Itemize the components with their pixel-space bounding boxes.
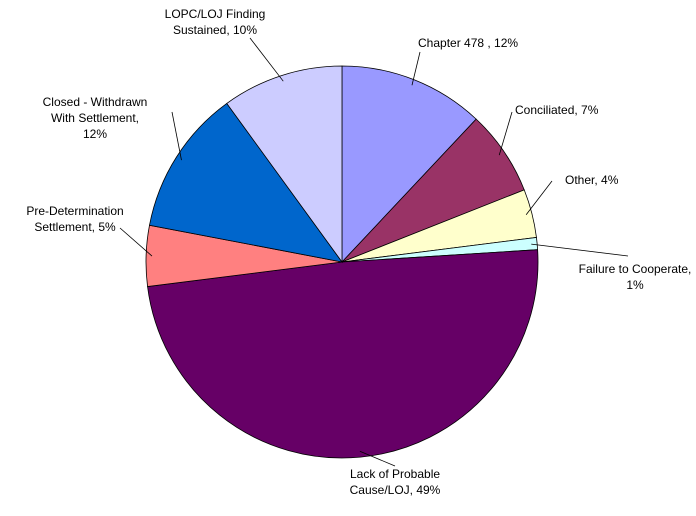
leader-line [119, 227, 153, 257]
data-label: 12% [83, 127, 107, 141]
data-label: Chapter 478 , 12% [418, 36, 518, 50]
pie-slice [341, 65, 477, 264]
pie-slice [149, 102, 343, 263]
pie-slice [226, 65, 343, 264]
leader-line [359, 450, 396, 467]
data-label: LOPC/LOJ Finding [165, 7, 266, 21]
data-label: Cause/LOJ, 49% [350, 483, 441, 497]
leader-line [525, 180, 553, 215]
data-label: With Settlement, [51, 111, 139, 125]
leader-line [171, 111, 182, 161]
data-label: 1% [626, 278, 644, 292]
data-label: Settlement, 5% [34, 220, 116, 234]
leader-line [498, 111, 513, 156]
leader-line [411, 51, 421, 86]
data-label: Closed - Withdrawn [43, 95, 148, 109]
data-label: Conciliated, 7% [515, 103, 599, 117]
data-label: Lack of Probable [350, 467, 440, 481]
data-label: Pre-Determination [26, 204, 123, 218]
data-label: Sustained, 10% [173, 23, 257, 37]
data-label: Other, 4% [565, 173, 619, 187]
leader-line [249, 37, 284, 82]
data-label: Failure to Cooperate, [579, 262, 692, 276]
pie-slice [147, 249, 539, 459]
leader-line [531, 243, 629, 257]
